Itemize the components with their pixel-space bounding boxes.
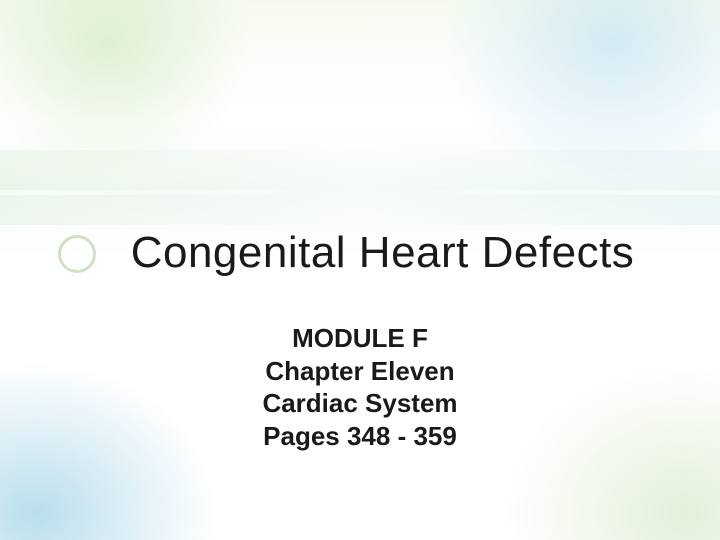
subtitle-line: Pages 348 - 359 bbox=[0, 420, 720, 453]
slide: Congenital Heart Defects MODULE F Chapte… bbox=[0, 0, 720, 540]
slide-subtitle: MODULE F Chapter Eleven Cardiac System P… bbox=[0, 322, 720, 452]
slide-title: Congenital Heart Defects bbox=[85, 228, 680, 278]
subtitle-line: MODULE F bbox=[0, 322, 720, 355]
decorative-band bbox=[0, 150, 720, 190]
subtitle-line: Chapter Eleven bbox=[0, 355, 720, 388]
title-text: Congenital Heart Defects bbox=[131, 228, 635, 277]
decorative-band bbox=[0, 195, 720, 225]
subtitle-line: Cardiac System bbox=[0, 387, 720, 420]
